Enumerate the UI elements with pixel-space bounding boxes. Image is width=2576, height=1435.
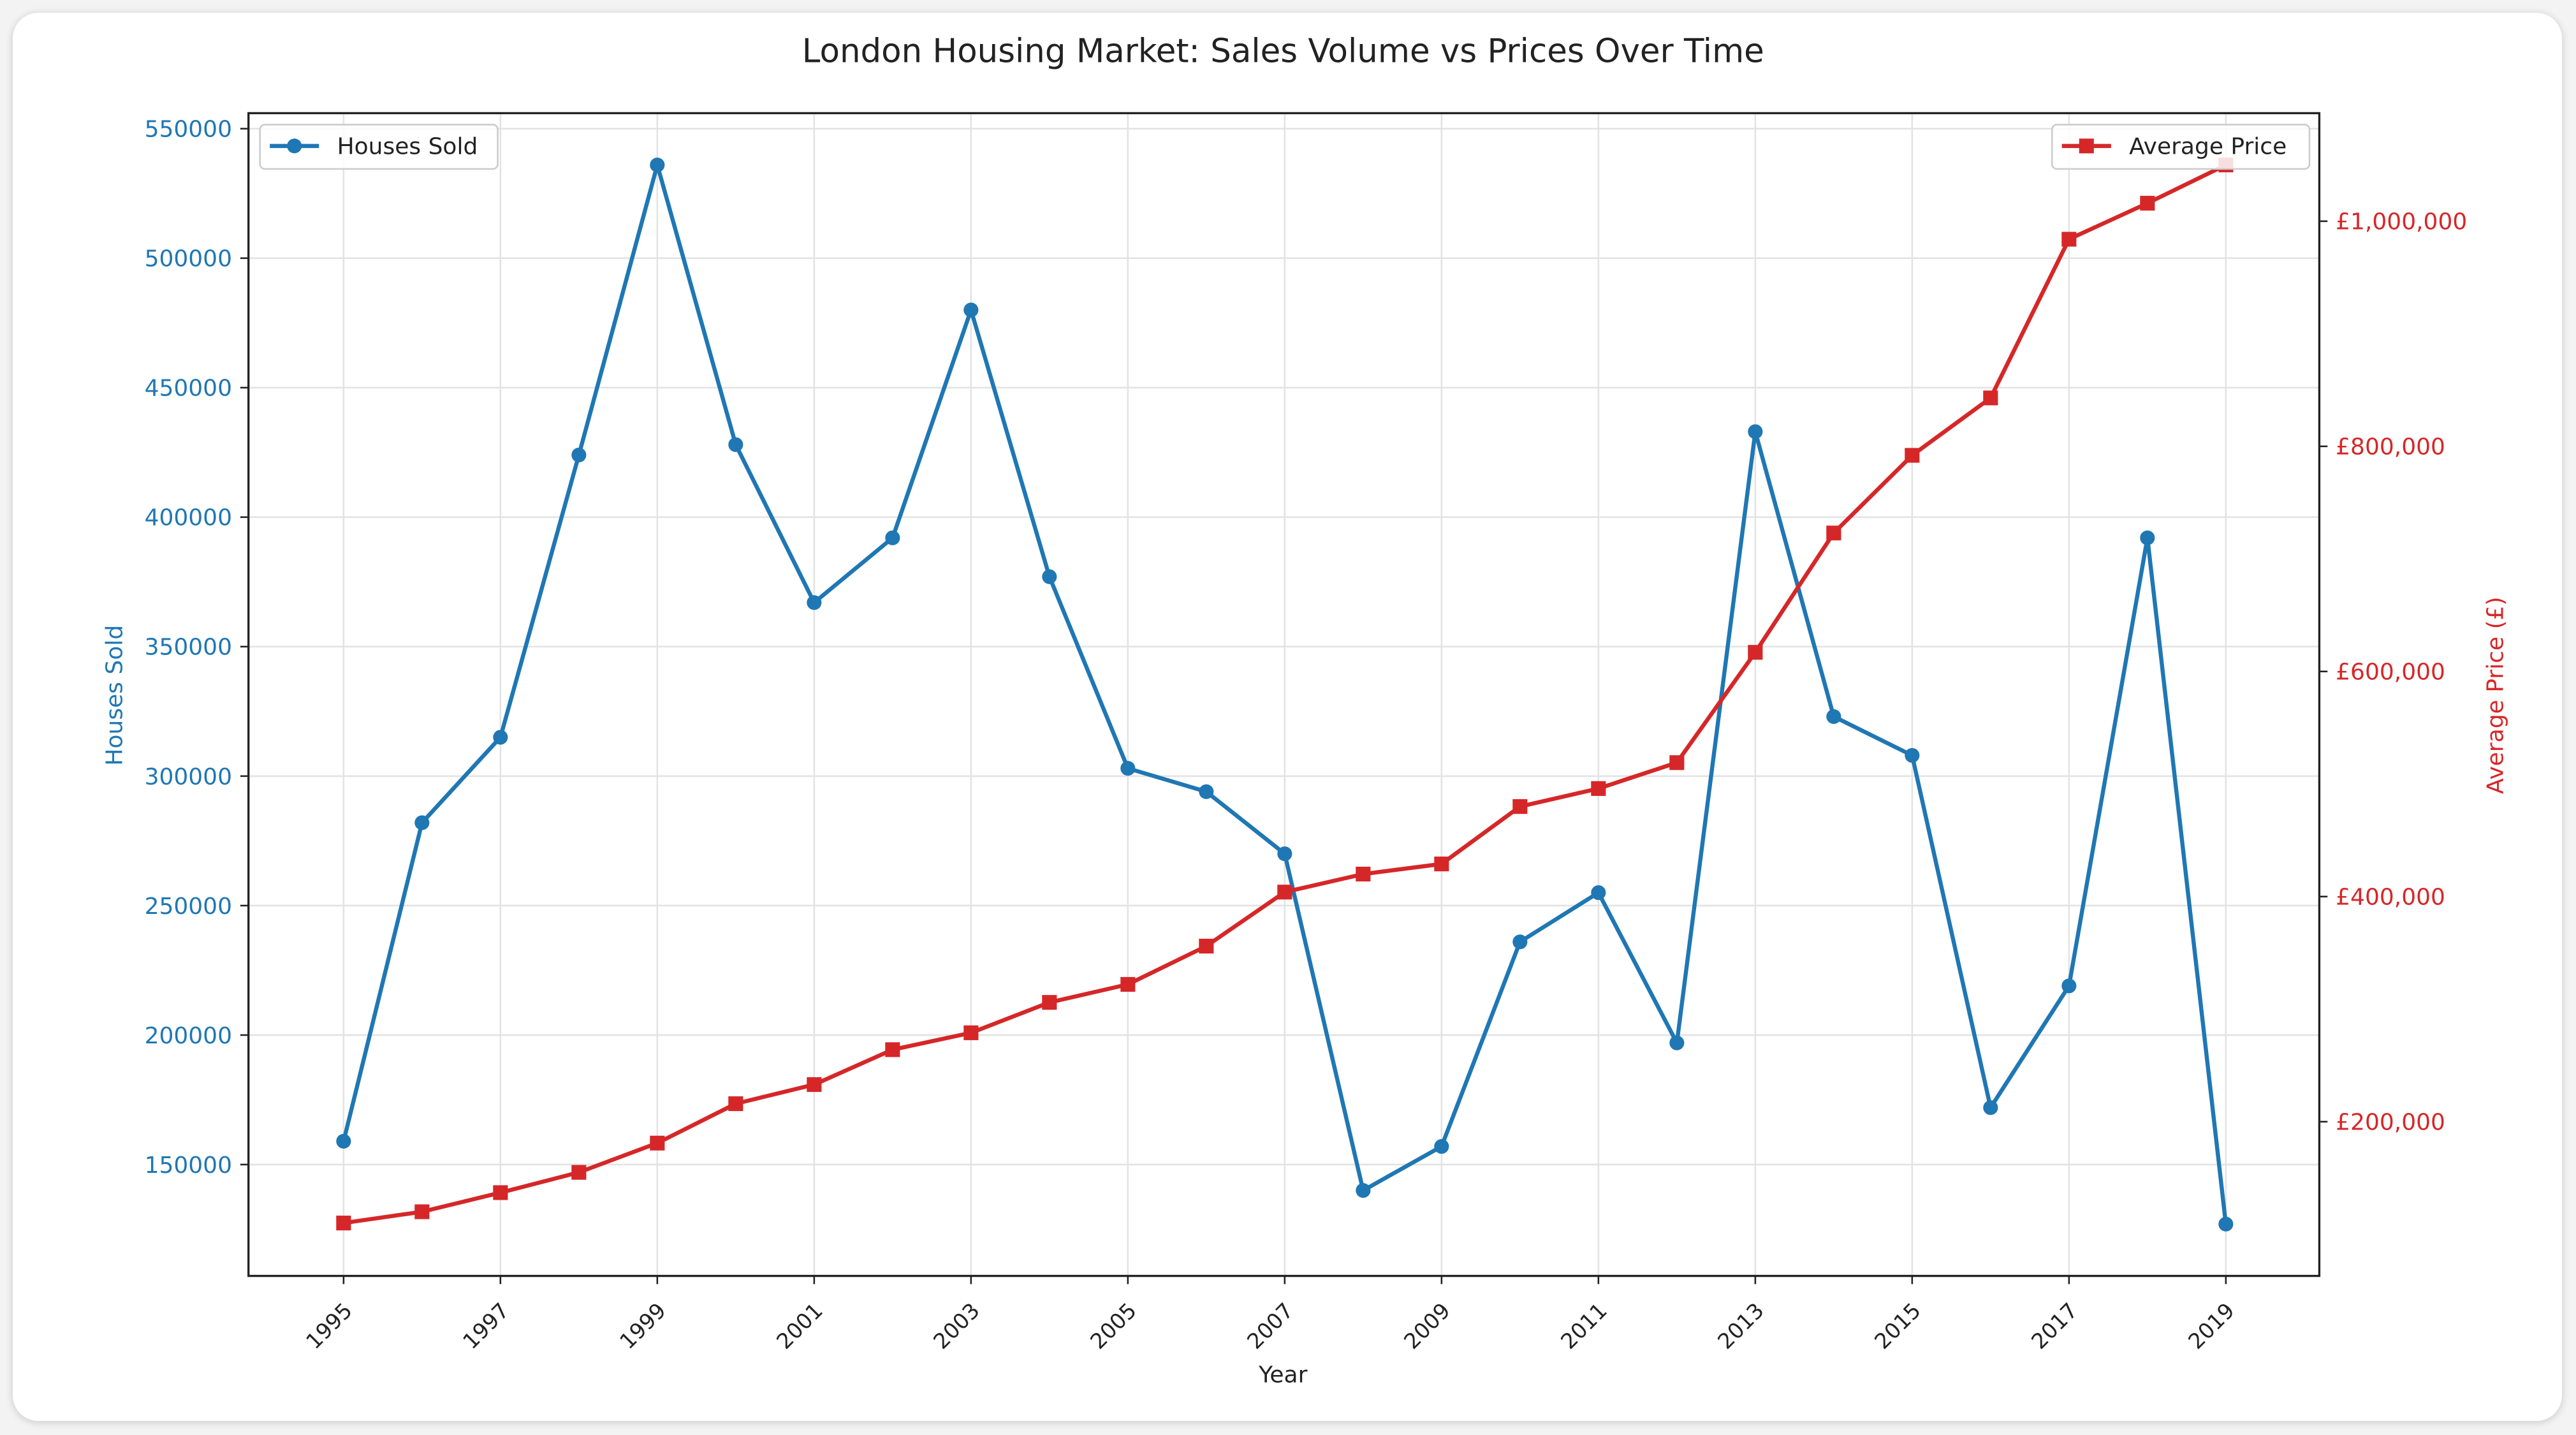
data-point-houses-sold xyxy=(2061,978,2077,994)
data-point-houses-sold xyxy=(1277,846,1292,862)
data-point-houses-sold xyxy=(1120,761,1136,776)
data-point-average-price xyxy=(1434,857,1449,872)
x-tick-label: 2009 xyxy=(1399,1298,1455,1354)
legend-label: Houses Sold xyxy=(337,134,478,160)
data-point-average-price xyxy=(807,1077,822,1093)
y2-tick-label: £200,000 xyxy=(2336,1110,2445,1136)
data-point-houses-sold xyxy=(1512,934,1528,950)
x-tick-label: 2013 xyxy=(1713,1298,1769,1354)
data-point-average-price xyxy=(1356,866,1371,882)
legend-circle-marker-icon xyxy=(287,138,302,154)
y2-tick-label: £800,000 xyxy=(2336,434,2445,460)
data-point-houses-sold xyxy=(1199,784,1214,799)
chart-title: London Housing Market: Sales Volume vs P… xyxy=(802,33,1764,71)
data-point-average-price xyxy=(1669,755,1685,770)
y2-tick-label: £400,000 xyxy=(2336,885,2445,911)
legend-square-marker-icon xyxy=(2079,138,2094,154)
data-point-average-price xyxy=(1512,799,1528,814)
data-point-houses-sold xyxy=(493,730,508,745)
data-point-average-price xyxy=(1983,390,1998,406)
data-point-average-price xyxy=(1826,526,1841,541)
y-tick-label: 150000 xyxy=(145,1152,232,1179)
data-point-average-price xyxy=(493,1185,508,1200)
y-tick-label: 450000 xyxy=(145,376,232,402)
y-tick-label: 350000 xyxy=(145,635,232,661)
data-point-houses-sold xyxy=(2140,530,2155,545)
data-point-houses-sold xyxy=(1356,1183,1371,1198)
data-point-average-price xyxy=(1277,885,1292,900)
data-point-average-price xyxy=(963,1025,979,1040)
data-point-average-price xyxy=(571,1165,587,1180)
data-point-average-price xyxy=(1120,976,1136,992)
data-point-houses-sold xyxy=(1591,885,1606,901)
data-point-houses-sold xyxy=(1748,424,1763,439)
data-point-average-price xyxy=(414,1204,430,1219)
x-tick-label: 2001 xyxy=(772,1298,828,1354)
data-point-average-price xyxy=(1042,995,1057,1010)
plot-frame xyxy=(247,112,2321,1277)
data-point-houses-sold xyxy=(807,595,822,610)
x-axis-label: Year xyxy=(1258,1362,1307,1388)
y-axis-label: Houses Sold xyxy=(102,625,128,766)
legend-houses-sold[interactable]: Houses Sold xyxy=(259,124,499,170)
data-point-average-price xyxy=(1905,448,1920,463)
y2-tick-label: £600,000 xyxy=(2336,659,2445,686)
y2-tick-label: £1,000,000 xyxy=(2336,209,2467,235)
x-tick-label: 2015 xyxy=(1870,1298,1926,1354)
data-point-average-price xyxy=(2061,232,2077,247)
data-point-average-price xyxy=(2140,196,2155,211)
data-point-average-price xyxy=(885,1042,900,1057)
y-tick-label: 550000 xyxy=(145,117,232,143)
x-tick-label: 2007 xyxy=(1242,1298,1298,1354)
legend-average-price[interactable]: Average Price xyxy=(2051,124,2311,170)
data-point-average-price xyxy=(1748,645,1763,660)
x-tick-label: 1995 xyxy=(301,1298,357,1354)
x-tick-label: 2005 xyxy=(1085,1298,1141,1354)
chart-card: London Housing Market: Sales Volume vs P… xyxy=(13,13,2562,1421)
data-point-houses-sold xyxy=(885,530,900,545)
data-point-houses-sold xyxy=(2218,1216,2234,1232)
y-tick-label: 400000 xyxy=(145,505,232,531)
data-point-average-price xyxy=(336,1216,351,1231)
data-point-houses-sold xyxy=(650,158,665,173)
data-point-average-price xyxy=(1199,938,1214,954)
data-point-houses-sold xyxy=(336,1133,351,1149)
x-tick-label: 2017 xyxy=(2026,1298,2082,1354)
y-tick-label: 300000 xyxy=(145,764,232,790)
data-point-houses-sold xyxy=(1905,747,1920,763)
y-tick-label: 500000 xyxy=(145,246,232,272)
data-point-houses-sold xyxy=(414,815,430,830)
data-point-average-price xyxy=(1591,781,1606,796)
y-tick-label: 250000 xyxy=(145,894,232,920)
data-point-houses-sold xyxy=(571,447,587,462)
data-point-average-price xyxy=(650,1135,665,1151)
y-tick-label: 200000 xyxy=(145,1023,232,1049)
x-tick-label: 2003 xyxy=(928,1298,984,1354)
data-point-houses-sold xyxy=(1434,1138,1449,1154)
data-point-average-price xyxy=(728,1096,743,1112)
data-point-houses-sold xyxy=(728,437,743,452)
data-point-houses-sold xyxy=(1826,709,1841,725)
x-tick-label: 2011 xyxy=(1556,1298,1612,1354)
data-point-houses-sold xyxy=(963,302,979,318)
x-tick-label: 2019 xyxy=(2183,1298,2239,1354)
legend-label: Average Price xyxy=(2129,134,2287,160)
dual-axis-line-chart: London Housing Market: Sales Volume vs P… xyxy=(102,33,2509,1388)
y2-axis-label: Average Price (£) xyxy=(2482,597,2508,795)
x-tick-label: 1997 xyxy=(458,1298,514,1354)
data-point-houses-sold xyxy=(1669,1035,1685,1050)
x-tick-label: 1999 xyxy=(615,1298,671,1354)
data-point-houses-sold xyxy=(1983,1100,1998,1115)
data-point-houses-sold xyxy=(1042,569,1057,584)
